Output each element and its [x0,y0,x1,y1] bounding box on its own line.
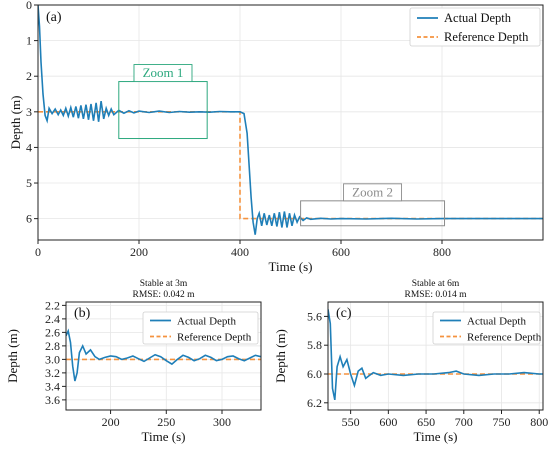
panel-c-label: (c) [336,306,352,321]
panel-b-xtick-label: 200 [102,415,120,429]
panel-c-xtick-label: 600 [379,415,397,429]
panel-a-ytick-label: 1 [26,34,32,48]
panel-b-ytick-label: 2.8 [45,339,60,353]
panel-c-xlabel: Time (s) [414,429,458,444]
panel-c-xtick-label: 800 [530,415,548,429]
panel-c-actual-line [328,309,543,401]
panel-c-frame [327,301,544,411]
panel-c-xtick-label: 700 [455,415,473,429]
panel-b-actual-line [66,328,261,382]
panel-b-legend-label-reference: Reference Depth [177,332,252,344]
panel-a-xtick-label: 400 [231,245,249,259]
panel-a-xtick-label: 800 [433,245,451,259]
panel-b-ytick-label: 2.2 [45,298,60,312]
panel-b-legend-label-actual: Actual Depth [177,316,236,328]
panel-a-label: (a) [46,10,62,25]
panel-c-xtick-label: 550 [342,415,360,429]
panel-b-label: (b) [74,306,91,321]
panel-c-ytick-label: 6.2 [307,396,322,410]
panel-a-xtick-label: 600 [332,245,350,259]
panel-c-title: Stable at 6m [412,279,460,289]
panel-c-legend-label-reference: Reference Depth [467,332,542,344]
zoom-label-box-1 [133,64,193,83]
panel-a-legend-label-actual: Actual Depth [444,11,512,25]
panel-c-legend-label-actual: Actual Depth [467,316,526,328]
panel-b-ytick-label: 2.6 [45,325,60,339]
panel-a-ytick-label: 2 [26,69,32,83]
panel-b-legend-box [142,311,259,345]
panel-a-frame [37,4,544,241]
panel-a-actual-line [38,5,543,235]
panel-b-xlabel: Time (s) [142,429,186,444]
panel-b-ylabel: Depth (m) [5,329,20,383]
panel-a-legend-box [409,7,541,47]
panel-c-ylabel: Depth (m) [273,329,288,383]
panel-c-ytick-label: 5.6 [307,309,322,323]
panel-b-ytick-label: 3.4 [45,379,60,393]
zoom-label-1: Zoom 1 [143,65,184,80]
panel-a-ylabel: Depth (m) [8,96,23,150]
panel-b-ytick-label: 3.2 [45,366,60,380]
panel-a-reference-line [38,111,543,220]
panel-b-subtitle: RMSE: 0.042 m [132,290,195,300]
panel-a-ytick-label: 0 [26,0,32,12]
panel-a-ytick-label: 5 [26,176,32,190]
zoom-box-1 [118,81,208,140]
zoom-label-2: Zoom 2 [352,184,393,199]
panel-b-ytick-label: 3.6 [45,393,60,407]
zoom-label-box-2 [343,183,403,202]
panel-a-ytick-label: 3 [26,105,32,119]
panel-a-xlabel: Time (s) [269,259,313,274]
panel-b-title: Stable at 3m [140,279,188,289]
panel-b-ytick-label: 2.4 [45,312,60,326]
panel-a-ytick-label: 4 [26,140,32,154]
panel-b-xtick-label: 250 [157,415,175,429]
panel-b-xtick-label: 300 [213,415,231,429]
panel-a-xtick-label: 0 [35,245,41,259]
panel-c-subtitle: RMSE: 0.014 m [404,290,467,300]
panel-b-frame [65,301,262,411]
zoom-box-2 [300,200,446,227]
panel-c-xtick-label: 650 [417,415,435,429]
panel-c-xtick-label: 750 [493,415,511,429]
panel-b-ytick-label: 3.0 [45,352,60,366]
panel-a-xtick-label: 200 [130,245,148,259]
panel-a-legend-label-reference: Reference Depth [444,30,529,44]
panel-a-ytick-label: 6 [26,212,32,226]
panel-c-ytick-label: 5.8 [307,338,322,352]
panel-c-ytick-label: 6.0 [307,367,322,381]
